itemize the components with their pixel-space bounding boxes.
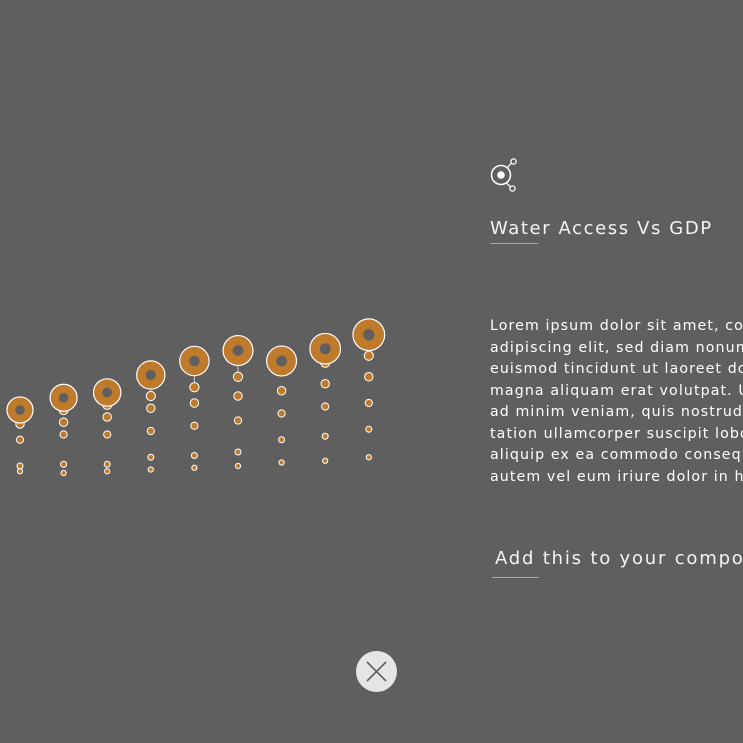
minor-bubble (103, 460, 111, 468)
head-bubble-core (145, 369, 156, 381)
minor-bubble (191, 464, 198, 471)
minor-bubble (145, 390, 156, 402)
minor-bubble (232, 371, 244, 382)
minor-bubble (16, 462, 24, 470)
info-panel: Water Access Vs GDP Lorem ipsum dolor si… (490, 158, 743, 598)
minor-bubble (60, 460, 68, 468)
minor-bubble (190, 421, 199, 430)
head-bubble-core (276, 355, 287, 367)
add-to-composition-link[interactable]: Add this to your composition (495, 548, 743, 569)
head-bubble-core (58, 392, 69, 403)
minor-bubble (16, 468, 24, 475)
minor-bubble (276, 386, 287, 396)
minor-bubble (365, 454, 372, 461)
minor-bubble (233, 416, 243, 425)
minor-bubble (146, 403, 156, 413)
panel-description: Lorem ipsum dolor sit amet, consectetuer… (490, 318, 743, 485)
head-bubble-core (232, 345, 244, 356)
minor-bubble (234, 448, 242, 456)
minor-bubble (322, 457, 329, 464)
head-bubble-core (363, 329, 375, 341)
head-bubble-core (189, 355, 200, 367)
head-bubble-core (15, 405, 25, 415)
minor-bubble (102, 412, 112, 422)
add-link-underline (492, 577, 539, 578)
minor-bubble (320, 379, 330, 389)
title-underline (490, 243, 538, 244)
minor-bubble (146, 426, 155, 436)
minor-bubble (363, 350, 374, 361)
minor-bubble (147, 466, 154, 473)
minor-bubble (15, 435, 25, 444)
head-bubble-core (102, 387, 113, 398)
minor-bubble (277, 409, 286, 418)
node-network-icon (490, 158, 517, 192)
minor-bubble (321, 402, 330, 411)
minor-bubble (364, 398, 373, 408)
minor-bubble (58, 417, 69, 427)
minor-bubble (278, 459, 285, 466)
head-bubble-core (319, 343, 331, 355)
minor-bubble (364, 372, 374, 382)
minor-bubble (103, 430, 112, 439)
minor-bubble (59, 430, 68, 439)
minor-bubble (104, 468, 111, 475)
minor-bubble (278, 436, 286, 444)
minor-bubble (189, 398, 200, 408)
close-button[interactable] (356, 651, 397, 692)
minor-bubble (147, 453, 155, 461)
minor-bubble (321, 432, 329, 440)
minor-bubble (233, 391, 243, 401)
minor-bubble (60, 469, 67, 477)
minor-bubble (190, 452, 198, 459)
panel-title: Water Access Vs GDP (490, 218, 713, 239)
minor-bubble (189, 382, 200, 393)
close-icon (366, 661, 387, 682)
minor-bubble (234, 462, 242, 470)
minor-bubble (365, 425, 373, 433)
